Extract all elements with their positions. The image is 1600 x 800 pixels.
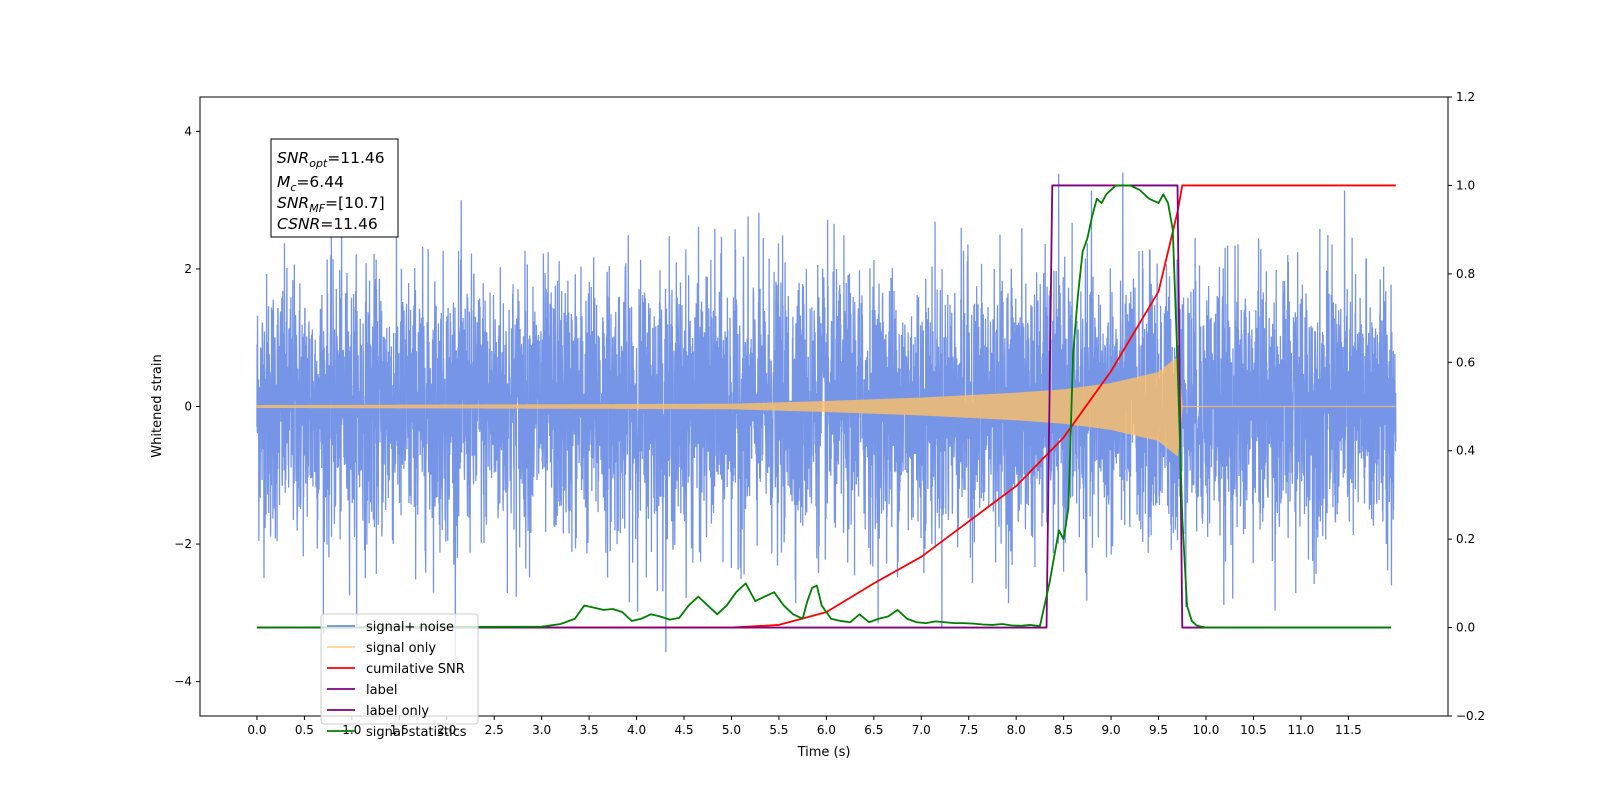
legend-entry-cumilative-snr-label: cumilative SNR bbox=[366, 662, 465, 677]
x-tick-label: 3.0 bbox=[532, 723, 551, 737]
x-tick-label: 5.5 bbox=[769, 723, 788, 737]
series-signal-statistics-line bbox=[256, 184, 1392, 629]
x-tick-label: 1.0 bbox=[342, 723, 361, 737]
x-tick-label: 6.0 bbox=[817, 723, 836, 737]
y-left-tick-label: 0 bbox=[184, 400, 192, 414]
x-tick-label: 8.5 bbox=[1054, 723, 1073, 737]
series-signal-only-line bbox=[256, 357, 1396, 456]
x-tick-label: 1.5 bbox=[390, 723, 409, 737]
x-tick-label: 2.0 bbox=[437, 723, 456, 737]
y-axis-label-left: Whitened strain bbox=[150, 354, 165, 457]
x-tick-label: 9.5 bbox=[1149, 723, 1168, 737]
annotation-snr-mf-value: =[10.7] bbox=[325, 194, 385, 212]
y-axis-left: −4 −2 0 2 4 bbox=[174, 124, 200, 689]
y-left-tick-label: 2 bbox=[184, 262, 192, 276]
legend-entry-signal-noise: signal+ noise bbox=[327, 620, 454, 635]
legend-entry-signal-statistics-label: signal statistics bbox=[366, 725, 467, 740]
legend-entry-label-label: label bbox=[366, 683, 397, 698]
x-tick-label: 0.5 bbox=[295, 723, 314, 737]
x-tick-label: 0.0 bbox=[247, 723, 266, 737]
y-left-tick-label: 4 bbox=[184, 124, 192, 138]
x-tick-label: 5.0 bbox=[722, 723, 741, 737]
annotation-snr-opt: SNRopt=11.46 bbox=[277, 149, 385, 170]
y-right-tick-label: −0.2 bbox=[1456, 709, 1485, 723]
x-tick-label: 7.0 bbox=[912, 723, 931, 737]
y-right-tick-label: 0.6 bbox=[1456, 355, 1475, 369]
annotation-frame bbox=[270, 138, 399, 238]
legend-entry-cumilative-snr: cumilative SNR bbox=[327, 662, 465, 677]
legend-entry-signal-only-label: signal only bbox=[366, 641, 436, 656]
y-left-tick-label: −2 bbox=[174, 537, 192, 551]
y-right-tick-label: 0.0 bbox=[1456, 621, 1475, 635]
legend-entry-label: label bbox=[327, 683, 397, 698]
legend-entry-label-only-label: label only bbox=[366, 704, 429, 719]
x-tick-label: 4.0 bbox=[627, 723, 646, 737]
y-right-tick-label: 1.2 bbox=[1456, 90, 1475, 104]
x-axis-label: Time (s) bbox=[797, 745, 851, 760]
series-layer bbox=[256, 172, 1397, 670]
y-right-tick-label: 1.0 bbox=[1456, 178, 1475, 192]
x-tick-label: 7.5 bbox=[959, 723, 978, 737]
annotation-snr-mf: SNRMF=[10.7] bbox=[277, 194, 385, 215]
legend-entry-label-only: label only bbox=[327, 704, 429, 719]
x-tick-label: 4.5 bbox=[674, 723, 693, 737]
series-signal-noise-line bbox=[256, 172, 1397, 670]
y-right-tick-label: 0.8 bbox=[1456, 267, 1475, 281]
annotation-mc-value: =6.44 bbox=[296, 173, 344, 191]
x-tick-label: 11.0 bbox=[1288, 723, 1315, 737]
legend-frame bbox=[320, 613, 479, 725]
x-tick-label: 10.5 bbox=[1240, 723, 1267, 737]
x-tick-label: 10.0 bbox=[1193, 723, 1220, 737]
annotation-mc: Mc=6.44 bbox=[277, 173, 344, 194]
x-tick-label: 2.5 bbox=[485, 723, 504, 737]
y-axis-right: −0.2 0.0 0.2 0.4 0.6 0.8 1.0 1.2 bbox=[1448, 90, 1485, 723]
x-tick-label: 6.5 bbox=[864, 723, 883, 737]
y-right-tick-label: 0.4 bbox=[1456, 444, 1475, 458]
annotation-csnr: CSNR=11.46 bbox=[277, 215, 378, 233]
annotation-snr-opt-value: =11.46 bbox=[327, 149, 384, 167]
y-right-tick-label: 0.2 bbox=[1456, 532, 1475, 546]
x-tick-label: 9.0 bbox=[1102, 723, 1121, 737]
legend-entry-signal-noise-label: signal+ noise bbox=[366, 620, 454, 635]
series-cumilative-snr-line bbox=[256, 184, 1396, 629]
x-tick-label: 8.0 bbox=[1007, 723, 1026, 737]
legend-entry-signal-only: signal only bbox=[327, 641, 436, 656]
annotation-csnr-value: =11.46 bbox=[320, 215, 377, 233]
x-tick-label: 11.5 bbox=[1335, 723, 1362, 737]
x-tick-label: 3.5 bbox=[580, 723, 599, 737]
annotation-box: SNRopt=11.46 Mc=6.44 SNRMF=[10.7] CSNR=1… bbox=[270, 138, 399, 238]
x-axis: 0.0 0.5 1.0 1.5 2.0 2.5 3.0 3.5 4.0 4.5 5.0 5.5 6.0 6… bbox=[247, 716, 1362, 737]
legend-entry-signal-statistics: signal statistics bbox=[327, 725, 467, 740]
y-left-tick-label: −4 bbox=[174, 675, 192, 689]
legend: signal+ noise signal only cumilative SNR la… bbox=[320, 613, 479, 740]
